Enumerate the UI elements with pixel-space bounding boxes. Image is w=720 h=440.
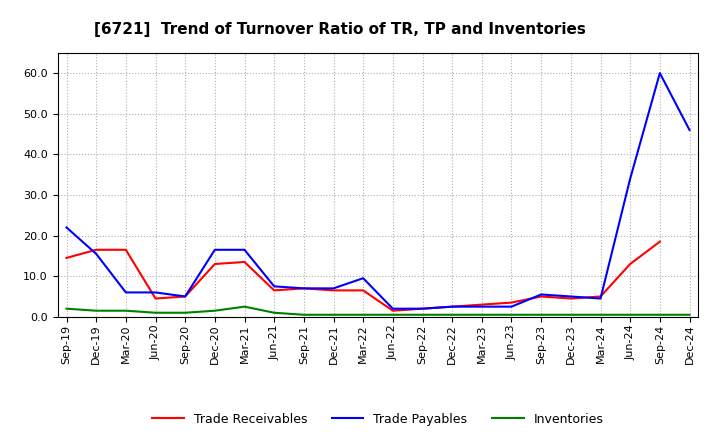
Inventories: [240, 304, 249, 309]
Trade Receivables: [507, 300, 516, 305]
Trade Payables: [62, 225, 71, 230]
Inventories: [210, 308, 219, 313]
Trade Receivables: [300, 286, 308, 291]
Trade Receivables: [62, 255, 71, 260]
Trade Payables: [567, 294, 575, 299]
Inventories: [626, 312, 634, 317]
Trade Payables: [240, 247, 249, 253]
Trade Receivables: [655, 239, 664, 244]
Trade Payables: [359, 275, 367, 281]
Legend: Trade Receivables, Trade Payables, Inventories: Trade Receivables, Trade Payables, Inven…: [148, 407, 608, 430]
Inventories: [389, 312, 397, 317]
Trade Receivables: [596, 294, 605, 299]
Trade Receivables: [240, 259, 249, 264]
Trade Payables: [537, 292, 546, 297]
Inventories: [685, 312, 694, 317]
Inventories: [181, 310, 189, 315]
Trade Payables: [181, 294, 189, 299]
Inventories: [448, 312, 456, 317]
Trade Payables: [507, 304, 516, 309]
Trade Payables: [210, 247, 219, 253]
Trade Payables: [92, 251, 101, 257]
Line: Trade Payables: Trade Payables: [66, 73, 690, 309]
Trade Receivables: [359, 288, 367, 293]
Trade Receivables: [418, 306, 427, 312]
Line: Inventories: Inventories: [66, 307, 690, 315]
Trade Receivables: [181, 294, 189, 299]
Inventories: [270, 310, 279, 315]
Trade Payables: [477, 304, 486, 309]
Trade Receivables: [626, 261, 634, 267]
Trade Payables: [151, 290, 160, 295]
Trade Payables: [596, 296, 605, 301]
Inventories: [92, 308, 101, 313]
Inventories: [122, 308, 130, 313]
Inventories: [537, 312, 546, 317]
Trade Payables: [655, 70, 664, 76]
Trade Payables: [626, 176, 634, 181]
Inventories: [507, 312, 516, 317]
Trade Receivables: [122, 247, 130, 253]
Trade Payables: [300, 286, 308, 291]
Inventories: [151, 310, 160, 315]
Inventories: [62, 306, 71, 312]
Trade Receivables: [329, 288, 338, 293]
Trade Receivables: [448, 304, 456, 309]
Text: [6721]  Trend of Turnover Ratio of TR, TP and Inventories: [6721] Trend of Turnover Ratio of TR, TP…: [94, 22, 585, 37]
Trade Receivables: [477, 302, 486, 307]
Trade Receivables: [567, 296, 575, 301]
Inventories: [567, 312, 575, 317]
Inventories: [329, 312, 338, 317]
Inventories: [418, 312, 427, 317]
Trade Payables: [685, 127, 694, 132]
Trade Receivables: [151, 296, 160, 301]
Trade Payables: [329, 286, 338, 291]
Trade Payables: [418, 306, 427, 312]
Trade Receivables: [537, 294, 546, 299]
Trade Payables: [270, 284, 279, 289]
Trade Receivables: [210, 261, 219, 267]
Line: Trade Receivables: Trade Receivables: [66, 242, 660, 311]
Inventories: [596, 312, 605, 317]
Trade Payables: [389, 306, 397, 312]
Inventories: [655, 312, 664, 317]
Inventories: [359, 312, 367, 317]
Trade Payables: [448, 304, 456, 309]
Inventories: [300, 312, 308, 317]
Inventories: [477, 312, 486, 317]
Trade Payables: [122, 290, 130, 295]
Trade Receivables: [389, 308, 397, 313]
Trade Receivables: [270, 288, 279, 293]
Trade Receivables: [92, 247, 101, 253]
